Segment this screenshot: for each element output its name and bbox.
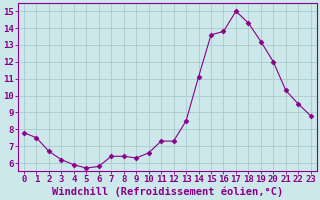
X-axis label: Windchill (Refroidissement éolien,°C): Windchill (Refroidissement éolien,°C): [52, 187, 283, 197]
